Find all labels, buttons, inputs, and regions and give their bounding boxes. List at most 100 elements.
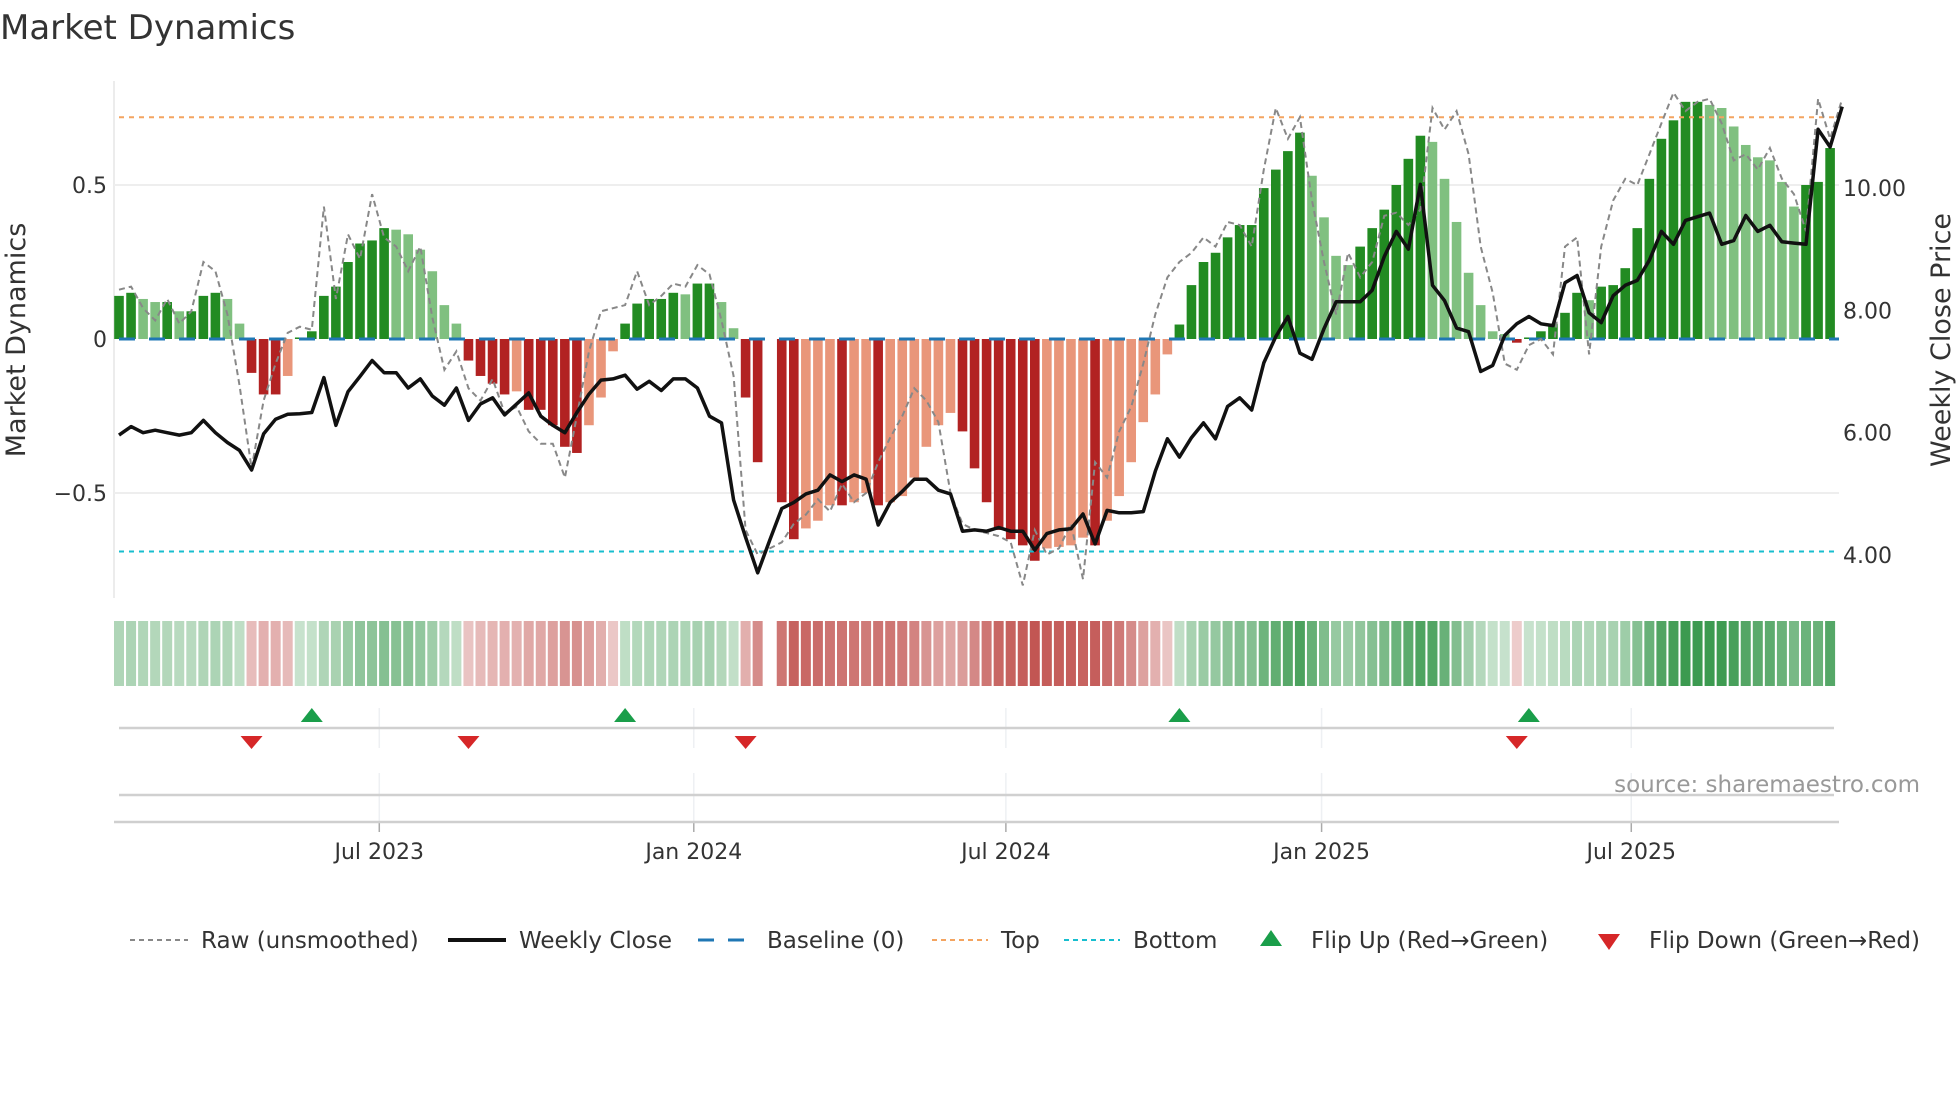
momentum-bar — [258, 339, 269, 395]
regime-strip-cell — [1319, 621, 1329, 686]
momentum-bar — [307, 331, 317, 339]
momentum-bar — [1114, 339, 1124, 497]
momentum-bar — [1210, 252, 1221, 339]
momentum-bar — [1596, 286, 1606, 339]
regime-strip-cell — [487, 621, 498, 686]
momentum-bar — [1801, 185, 1811, 339]
momentum-bar — [1391, 185, 1402, 339]
regime-strip-cell — [1560, 621, 1570, 686]
regime-strip-cell — [776, 621, 787, 686]
momentum-bar — [391, 229, 401, 339]
momentum-bar — [849, 339, 859, 503]
legend-close-label: Weekly Close — [519, 928, 672, 954]
momentum-bar — [1331, 255, 1341, 339]
regime-strip-cell — [1379, 621, 1390, 686]
regime-strip-cell — [596, 621, 606, 686]
momentum-bar — [1054, 339, 1064, 547]
momentum-bar — [403, 234, 413, 339]
regime-strip-cell — [1126, 621, 1137, 686]
momentum-bar — [1584, 300, 1594, 339]
momentum-bar — [343, 262, 353, 339]
regime-strip-cell — [270, 621, 281, 686]
momentum-bar — [632, 303, 642, 339]
regime-strip-cell — [1005, 621, 1016, 686]
momentum-bar — [1319, 217, 1329, 339]
momentum-bar — [1138, 339, 1149, 423]
y-tick-label: 0.5 — [72, 174, 107, 199]
momentum-bar — [1030, 339, 1040, 561]
regime-strip-cell — [535, 621, 546, 686]
momentum-bar — [319, 295, 329, 339]
legend-baseline-label: Baseline (0) — [767, 928, 904, 954]
regime-strip-cell — [114, 621, 124, 686]
flip-up-marker — [1517, 708, 1540, 722]
regime-strip-cell — [1174, 621, 1185, 686]
legend-flip-down-icon — [1598, 934, 1620, 950]
regime-strip-cell — [1090, 621, 1101, 686]
y2-axis-label: Weekly Close Price — [1926, 213, 1957, 467]
x-tick-label: Jul 2025 — [1585, 840, 1677, 865]
regime-strip-cell — [415, 621, 426, 686]
momentum-bar — [1258, 188, 1269, 339]
momentum-bar — [825, 339, 835, 506]
momentum-bar — [596, 339, 606, 398]
momentum-bar — [656, 298, 667, 339]
regime-strip-cell — [1270, 621, 1281, 686]
regime-strip-cell — [1535, 621, 1546, 686]
regime-strip-cell — [1596, 621, 1607, 686]
momentum-bar — [1777, 181, 1787, 339]
regime-strip-cell — [1114, 621, 1125, 686]
momentum-bar — [789, 339, 799, 540]
regime-strip-cell — [1547, 621, 1558, 686]
regime-strip-cell — [957, 621, 968, 686]
momentum-bar — [1090, 339, 1100, 546]
regime-strip-cell — [1463, 621, 1474, 686]
momentum-bar — [1451, 221, 1462, 339]
regime-strip-cell — [126, 621, 137, 686]
momentum-bar — [1740, 144, 1751, 339]
regime-strip-cell — [620, 621, 631, 686]
regime-strip-cell — [1704, 621, 1715, 686]
momentum-bar — [379, 228, 389, 339]
momentum-bar — [1066, 339, 1076, 546]
flip-up-marker — [300, 708, 323, 722]
momentum-bar — [1174, 324, 1185, 339]
regime-strip-cell — [969, 621, 980, 686]
regime-strip-cell — [138, 621, 149, 686]
momentum-bar — [560, 339, 570, 447]
y-axis-label: Market Dynamics — [1, 223, 32, 458]
regime-strip-cell — [680, 621, 691, 686]
momentum-bar — [511, 339, 522, 392]
regime-strip-cell — [1776, 621, 1787, 686]
momentum-bar — [1536, 331, 1546, 339]
regime-strip-cell — [1451, 621, 1462, 686]
momentum-bar — [331, 286, 341, 339]
regime-strip-cell — [849, 621, 860, 686]
momentum-bar — [1162, 339, 1173, 355]
momentum-bar — [1765, 160, 1775, 339]
legend-flip-up-label: Flip Up (Red→Green) — [1311, 928, 1548, 954]
x-tick-label: Jan 2024 — [643, 840, 742, 865]
momentum-bar — [1512, 339, 1522, 343]
legend-flip-up-icon — [1260, 930, 1282, 946]
regime-strip-cell — [367, 621, 378, 686]
flip-up-marker — [1168, 708, 1191, 722]
momentum-bar — [1524, 337, 1534, 339]
momentum-bar — [1427, 141, 1438, 339]
momentum-bar — [572, 339, 582, 453]
legend-top-label: Top — [1000, 928, 1040, 954]
momentum-bar — [1005, 339, 1016, 540]
momentum-bar — [981, 339, 992, 503]
regime-strip-cell — [897, 621, 908, 686]
momentum-bar — [487, 339, 498, 384]
regime-strip-cell — [583, 621, 594, 686]
momentum-bar — [1246, 225, 1257, 339]
momentum-bar — [355, 243, 365, 339]
momentum-bar — [222, 298, 233, 339]
momentum-bar — [957, 339, 968, 432]
momentum-bar — [704, 283, 715, 339]
regime-strip-cell — [752, 621, 763, 686]
regime-strip-cell — [559, 621, 570, 686]
momentum-bar — [933, 339, 944, 426]
regime-strip-cell — [547, 621, 558, 686]
